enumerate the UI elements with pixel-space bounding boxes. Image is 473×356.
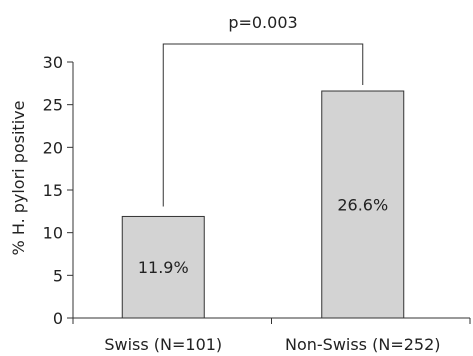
y-tick-label: 5 [53, 266, 63, 285]
y-axis-title: % H. pylori positive [9, 101, 28, 256]
bar [121, 215, 205, 319]
y-tick-label: 10 [43, 224, 63, 243]
x-category-label: Swiss (N=101) [104, 335, 222, 354]
bracket-line [162, 43, 364, 207]
x-category-label: Non-Swiss (N=252) [285, 335, 441, 354]
y-tick-label: 0 [53, 309, 63, 328]
y-tick-label: 15 [43, 181, 63, 200]
y-tick-label: 30 [43, 53, 63, 72]
p-value-label: p=0.003 [228, 13, 297, 32]
y-tick-label: 20 [43, 138, 63, 157]
bars: 11.9% 26.6% [121, 90, 405, 319]
y-axis: 0 5 10 15 20 25 30 [43, 53, 74, 328]
bar-data-label: 11.9% [138, 258, 189, 277]
bar-data-label: 26.6% [337, 196, 388, 215]
bar [321, 90, 405, 319]
x-axis: Swiss (N=101) Non-Swiss (N=252) [72, 317, 471, 354]
y-tick-label: 25 [43, 96, 63, 115]
significance-bracket: p=0.003 [162, 13, 364, 207]
